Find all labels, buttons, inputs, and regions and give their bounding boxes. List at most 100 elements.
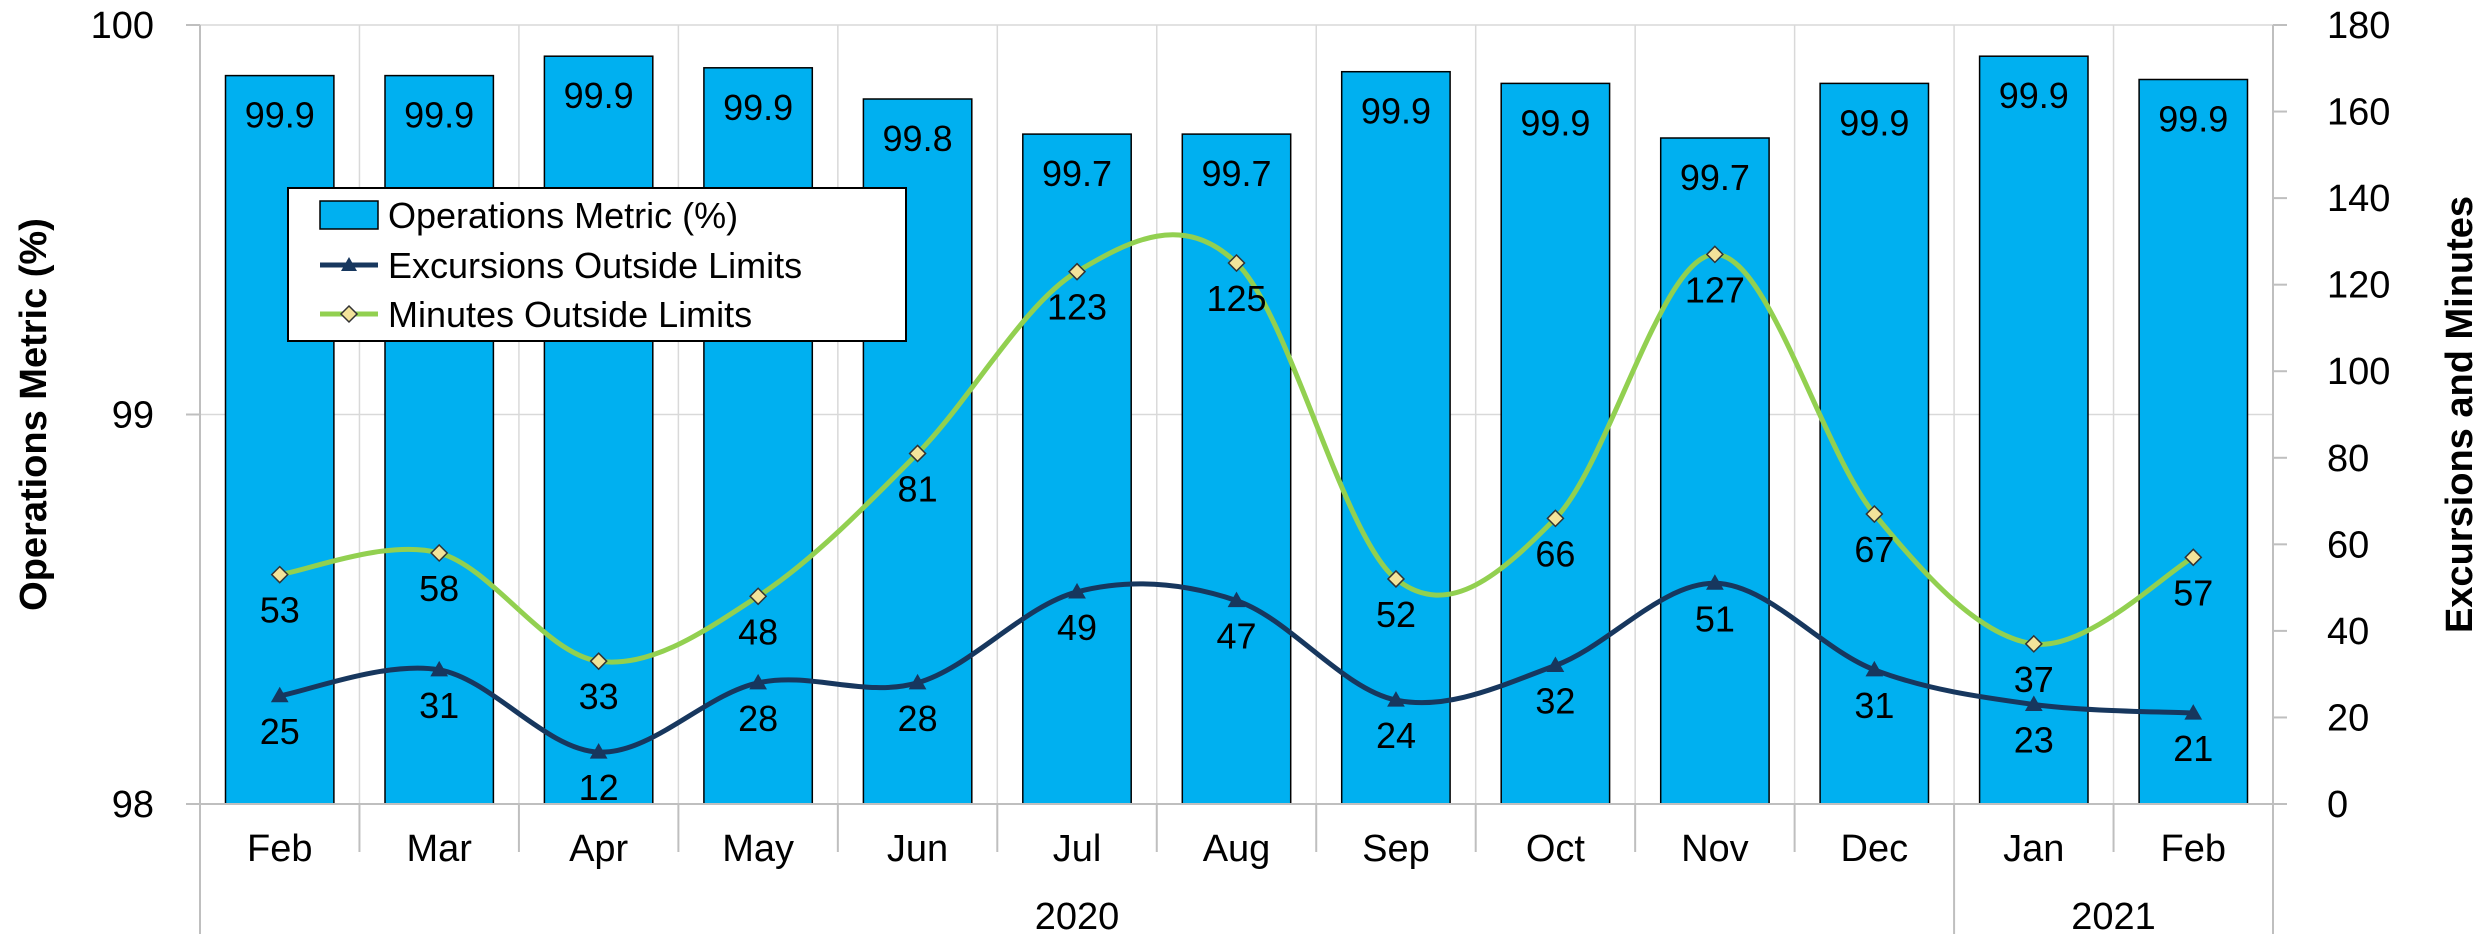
diamond-marker bbox=[430, 543, 449, 563]
bar bbox=[1500, 82, 1611, 805]
right-tick-label: 0 bbox=[2327, 784, 2348, 826]
category-label: Jun bbox=[887, 828, 948, 870]
diamond-marker bbox=[1546, 509, 1565, 528]
right-tick-label: 60 bbox=[2327, 524, 2369, 566]
right-tick-label: 100 bbox=[2327, 351, 2390, 393]
diamond-marker bbox=[2184, 548, 2203, 567]
line-series bbox=[270, 232, 2203, 759]
category-label: Dec bbox=[1841, 828, 1909, 870]
category-label: Feb bbox=[247, 828, 312, 870]
line-value-label: 49 bbox=[1057, 607, 1097, 648]
right-tick-label: 80 bbox=[2327, 438, 2369, 480]
diamond-marker bbox=[1865, 504, 1884, 524]
line-value-label: 66 bbox=[1535, 533, 1575, 574]
triangle-marker bbox=[1227, 591, 1246, 608]
diamond-marker bbox=[270, 565, 289, 584]
year-group-label: 2020 bbox=[1035, 896, 1120, 934]
line-value-label: 51 bbox=[1695, 598, 1735, 639]
line-value-label: 21 bbox=[2173, 728, 2213, 769]
triangle-marker bbox=[2024, 695, 2043, 711]
right-axis-title: Excursions and Minutes bbox=[2439, 196, 2481, 633]
line-value-label: 52 bbox=[1376, 594, 1416, 635]
line-value-label: 48 bbox=[738, 611, 778, 652]
triangle-marker bbox=[2184, 704, 2203, 720]
diamond-marker bbox=[1386, 569, 1406, 589]
bar-value-label: 99.9 bbox=[1839, 102, 1909, 143]
bar-value-label: 99.9 bbox=[1999, 75, 2069, 116]
bar bbox=[1181, 133, 1292, 805]
category-label: Mar bbox=[406, 828, 472, 870]
left-tick-label: 99 bbox=[112, 395, 154, 437]
line-value-label: 33 bbox=[579, 676, 619, 717]
triangle-marker bbox=[270, 686, 289, 703]
legend-box bbox=[287, 187, 907, 342]
triangle-marker bbox=[1068, 582, 1086, 599]
line-value-label: 31 bbox=[419, 685, 459, 726]
line-value-label: 32 bbox=[1535, 681, 1575, 722]
line-value-label: 53 bbox=[260, 590, 300, 631]
legend-triangle-marker bbox=[341, 257, 357, 271]
line-value-label: 28 bbox=[898, 698, 938, 739]
bar-value-label: 99.7 bbox=[1680, 157, 1750, 198]
line-value-label: 37 bbox=[2014, 659, 2054, 700]
bar bbox=[703, 67, 814, 805]
category-label: Jan bbox=[2003, 828, 2064, 870]
bar-value-label: 99.9 bbox=[1361, 91, 1431, 132]
right-tick-label: 140 bbox=[2327, 178, 2390, 220]
bar bbox=[543, 55, 654, 805]
line-value-label: 57 bbox=[2173, 572, 2213, 613]
triangle-marker bbox=[1706, 574, 1724, 590]
category-label: Feb bbox=[2161, 828, 2226, 870]
legend-label: Minutes Outside Limits bbox=[388, 294, 752, 335]
triangle-marker bbox=[749, 673, 767, 690]
line-value-label: 25 bbox=[260, 711, 300, 752]
legend-label: Operations Metric (%) bbox=[388, 195, 738, 236]
category-label: Apr bbox=[569, 828, 628, 870]
left-tick-label: 100 bbox=[91, 5, 154, 47]
right-tick-label: 40 bbox=[2327, 611, 2369, 653]
bar-value-label: 99.9 bbox=[404, 95, 474, 136]
left-tick-label: 98 bbox=[112, 784, 154, 826]
triangle-marker bbox=[589, 743, 608, 759]
legend: Operations Metric (%) Excursions Outside … bbox=[287, 187, 907, 342]
line-value-label: 81 bbox=[898, 468, 938, 509]
category-label: Aug bbox=[1203, 828, 1271, 870]
year-group-label: 2021 bbox=[2071, 896, 2156, 934]
legend-bar-swatch bbox=[319, 200, 379, 230]
diamond-marker bbox=[1227, 253, 1246, 273]
line-value-label: 28 bbox=[738, 698, 778, 739]
category-label: Nov bbox=[1681, 828, 1749, 870]
legend-diamond-marker bbox=[339, 304, 359, 324]
diamond-marker bbox=[1067, 262, 1087, 281]
triangle-marker bbox=[430, 660, 449, 677]
triangle-marker bbox=[1865, 660, 1884, 677]
line-value-label: 67 bbox=[1854, 529, 1894, 570]
line-value-label: 125 bbox=[1206, 278, 1266, 319]
line-value-label: 31 bbox=[1854, 685, 1894, 726]
bar-value-label: 99.9 bbox=[723, 87, 793, 128]
line-value-label: 12 bbox=[579, 767, 619, 808]
right-tick-label: 160 bbox=[2327, 92, 2390, 134]
bar-series bbox=[224, 55, 2249, 805]
diamond-marker bbox=[1705, 245, 1724, 264]
category-label: Sep bbox=[1362, 828, 1430, 870]
line-value-label: 127 bbox=[1685, 269, 1745, 310]
bar-value-label: 99.8 bbox=[883, 118, 953, 159]
bar-value-label: 99.7 bbox=[1201, 153, 1271, 194]
line-value-label: 123 bbox=[1047, 287, 1107, 328]
line-value-label: 47 bbox=[1216, 616, 1256, 657]
line-value-label: 24 bbox=[1376, 715, 1416, 756]
right-tick-label: 180 bbox=[2327, 5, 2390, 47]
line-value-label: 23 bbox=[2014, 719, 2054, 760]
diamond-marker bbox=[749, 587, 768, 606]
triangle-marker bbox=[908, 673, 927, 690]
line-value-label: 58 bbox=[419, 568, 459, 609]
category-label: Jul bbox=[1053, 828, 1102, 870]
series-line bbox=[279, 232, 2195, 665]
diamond-marker bbox=[589, 652, 608, 671]
bar bbox=[1978, 55, 2089, 805]
right-tick-label: 120 bbox=[2327, 265, 2390, 307]
axes: 98 99 100 0 20 40 60 80 100 120 140 160 180 Feb Mar Apr… bbox=[13, 5, 2481, 934]
bar-value-label: 99.7 bbox=[1042, 153, 1112, 194]
right-tick-label: 20 bbox=[2327, 697, 2369, 739]
